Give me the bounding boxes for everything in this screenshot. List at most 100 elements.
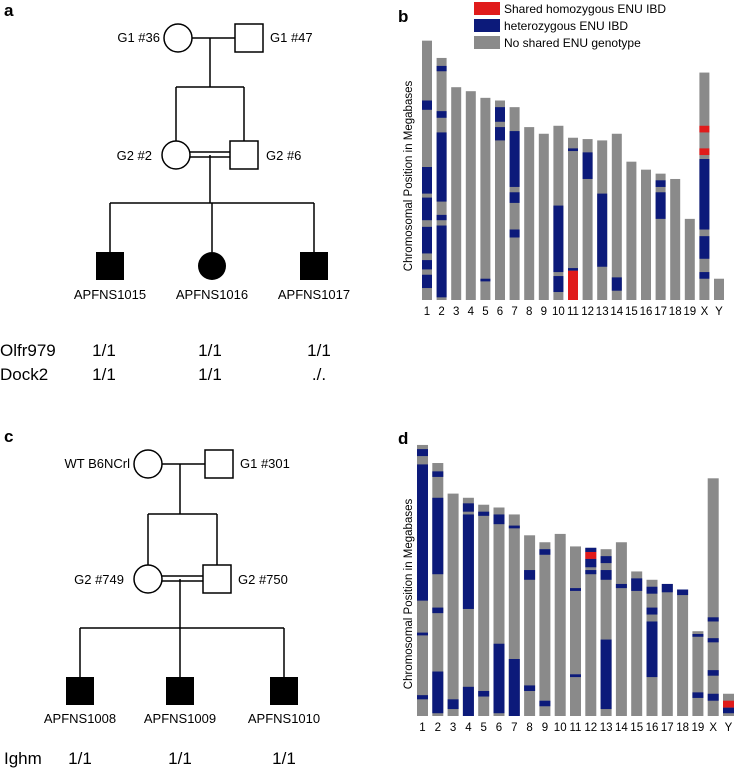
chromosome-bar-3 xyxy=(447,493,459,716)
chromosome-tick-label: 8 xyxy=(526,722,532,734)
chromosome-tick-label: 5 xyxy=(480,722,486,734)
chromosome-tick-label: 17 xyxy=(654,306,667,318)
het-ibd-segment-X xyxy=(707,693,719,701)
chromosome-tick-label: 11 xyxy=(567,306,579,318)
panel-c-letter: c xyxy=(4,427,13,446)
chromosome-tick-label: 1 xyxy=(424,306,430,318)
g1-female-symbol xyxy=(133,449,163,479)
het-ibd-segment-10 xyxy=(553,276,564,293)
het-ibd-segment-6 xyxy=(493,514,505,525)
chromosome-tick-label: 12 xyxy=(581,306,594,318)
affected-male-symbol xyxy=(300,252,328,280)
chromosome-tick-label: 19 xyxy=(692,722,705,734)
affected-male-symbol xyxy=(270,677,298,705)
het-ibd-segment-Y xyxy=(723,707,734,714)
chromosome-tick-label: 4 xyxy=(468,306,475,318)
chromosome-bar-10 xyxy=(554,533,566,716)
g1-male-label: G1 #47 xyxy=(270,30,313,45)
chromosome-tick-label: 9 xyxy=(541,306,547,318)
chromosome-tick-label: 10 xyxy=(552,306,565,318)
panel-d-y-axis-label: Chromosomal Position in Megabases xyxy=(403,499,415,690)
legend-label-het: heterozygous ENU IBD xyxy=(504,19,628,33)
het-ibd-segment-13 xyxy=(597,193,608,267)
het-ibd-segment-19 xyxy=(692,633,704,637)
chromosome-bar-5 xyxy=(478,504,490,716)
chromosome-bar-18 xyxy=(670,178,681,300)
het-ibd-segment-X xyxy=(699,159,710,230)
chromosome-tick-label: 4 xyxy=(465,722,472,734)
het-ibd-segment-7 xyxy=(509,229,520,238)
g1-male-symbol xyxy=(234,23,264,53)
chromosome-bar-8 xyxy=(524,127,535,300)
het-ibd-segment-3 xyxy=(447,699,459,710)
chromosome-bar-11 xyxy=(570,546,581,716)
het-ibd-segment-1 xyxy=(417,464,428,601)
het-ibd-segment-5 xyxy=(478,690,490,697)
hom-ibd-segment-12 xyxy=(585,551,597,559)
het-ibd-segment-12 xyxy=(585,547,597,552)
het-ibd-segment-12 xyxy=(585,570,597,575)
g2-female-label: G2 #2 xyxy=(117,148,152,163)
affected-female-symbol xyxy=(198,252,226,280)
affected-male-symbol xyxy=(166,677,194,705)
het-ibd-segment-7 xyxy=(508,525,520,529)
chromosome-bar-17 xyxy=(661,583,673,716)
het-ibd-segment-17 xyxy=(655,192,666,219)
het-ibd-segment-12 xyxy=(582,152,593,179)
het-ibd-segment-2 xyxy=(436,225,447,298)
chromosome-bar-Y xyxy=(714,278,724,300)
chromosome-tick-label: 7 xyxy=(511,722,517,734)
het-ibd-segment-11 xyxy=(570,588,581,591)
genotype-value: 1/1 xyxy=(272,749,296,768)
chromosome-bar-16 xyxy=(641,169,651,300)
het-ibd-segment-11 xyxy=(568,148,578,152)
panel-b-chart: b Shared homozygous ENU IBD heterozygous… xyxy=(398,2,724,318)
het-ibd-segment-17 xyxy=(661,583,673,593)
het-ibd-segment-10 xyxy=(553,205,564,273)
het-ibd-segment-16 xyxy=(646,607,658,615)
chromosome-tick-label: X xyxy=(709,722,717,734)
het-ibd-segment-1 xyxy=(417,632,428,636)
genotype-value: 1/1 xyxy=(198,365,222,384)
legend-swatch-het xyxy=(474,19,500,32)
g1-female-symbol xyxy=(163,23,193,53)
het-ibd-segment-6 xyxy=(495,127,505,141)
chromosome-tick-label: 12 xyxy=(584,722,597,734)
het-ibd-segment-16 xyxy=(646,621,658,678)
legend-label-hom: Shared homozygous ENU IBD xyxy=(504,2,666,16)
chromosome-tick-label: 14 xyxy=(615,722,628,734)
het-ibd-segment-X xyxy=(707,617,719,622)
het-ibd-segment-6 xyxy=(493,643,505,714)
hom-ibd-segment-Y xyxy=(723,700,734,708)
chromosome-tick-label: 7 xyxy=(511,306,517,318)
genotype-value: 1/1 xyxy=(198,341,222,360)
het-ibd-segment-19 xyxy=(692,692,704,698)
het-ibd-segment-1 xyxy=(422,226,432,254)
g1-male-label: G1 #301 xyxy=(240,456,290,471)
g1-female-label: WT B6NCrl xyxy=(65,456,131,471)
het-ibd-segment-1 xyxy=(417,695,428,700)
het-ibd-segment-12 xyxy=(585,558,597,568)
het-ibd-segment-6 xyxy=(495,107,505,122)
chromosome-bar-12 xyxy=(585,547,597,716)
chromosome-bar-19 xyxy=(692,631,704,716)
chromosome-tick-label: 9 xyxy=(542,722,548,734)
chromosome-bar-14 xyxy=(611,133,622,300)
het-ibd-segment-2 xyxy=(436,132,447,202)
genotype-value: ./. xyxy=(312,365,326,384)
g2-male-symbol xyxy=(202,564,232,594)
het-ibd-segment-17 xyxy=(655,180,666,187)
chromosome-bar-14 xyxy=(615,542,627,716)
het-ibd-segment-X xyxy=(699,236,710,259)
legend-swatch-hom xyxy=(474,2,500,15)
chromosome-bar-15 xyxy=(631,571,643,716)
het-ibd-segment-11 xyxy=(570,674,581,678)
chromosome-tick-label: 16 xyxy=(640,306,653,318)
affected-male-symbol xyxy=(96,252,124,280)
het-ibd-segment-7 xyxy=(508,659,520,716)
offspring-label: APFNS1015 xyxy=(74,287,146,302)
gene-name: Ighm xyxy=(4,749,42,768)
chromosome-bar-6 xyxy=(495,100,505,300)
chromosome-bar-13 xyxy=(600,549,612,716)
